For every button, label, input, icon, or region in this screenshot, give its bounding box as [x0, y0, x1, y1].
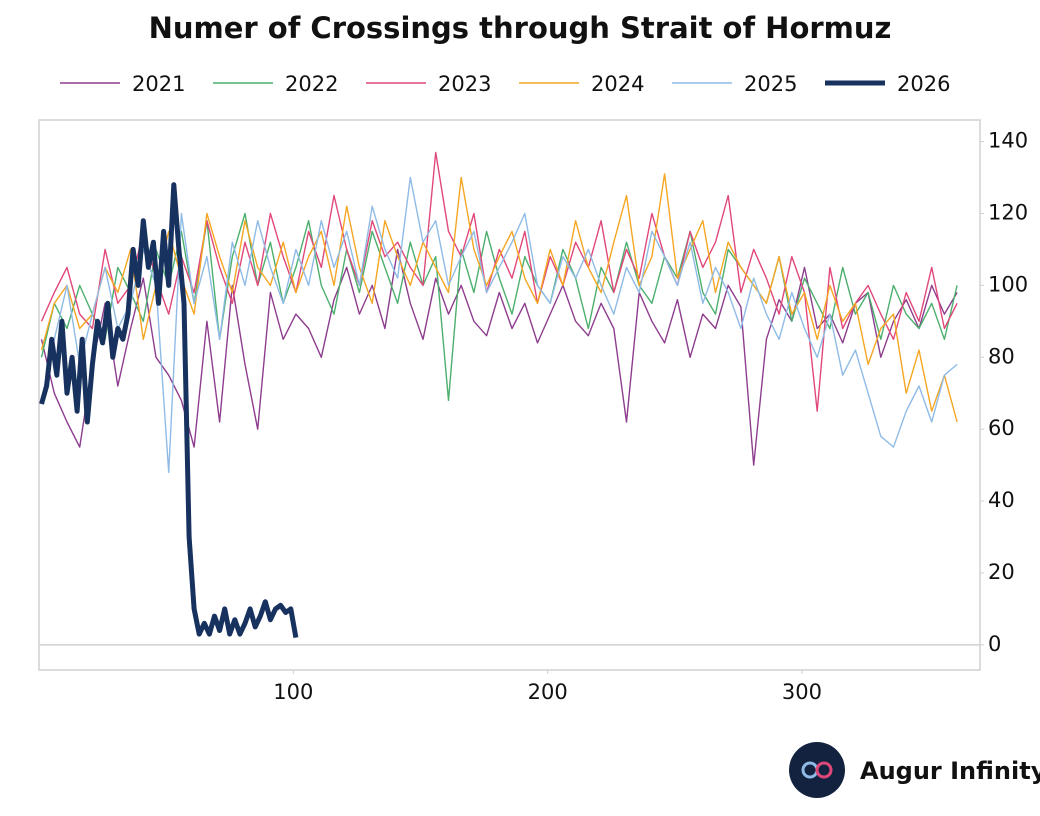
- x-tick-label: 100: [273, 680, 313, 704]
- legend-label: 2023: [438, 72, 491, 96]
- brand-name: Augur Infinity: [860, 757, 1040, 785]
- legend-label: 2024: [591, 72, 644, 96]
- y-tick-label: 80: [988, 344, 1015, 368]
- series-line: [39, 182, 299, 639]
- y-tick-label: 100: [988, 272, 1028, 296]
- chart-title: Numer of Crossings through Strait of Hor…: [149, 11, 892, 45]
- y-tick-label: 40: [988, 488, 1015, 512]
- legend-label: 2026: [897, 72, 950, 96]
- series-line: [40, 173, 958, 423]
- x-tick-label: 200: [528, 680, 568, 704]
- legend-label: 2022: [285, 72, 338, 96]
- brand-logo-ring: [815, 761, 833, 779]
- series-line: [40, 248, 958, 466]
- y-tick-label: 20: [988, 560, 1015, 584]
- legend-label: 2021: [132, 72, 185, 96]
- legend-label: 2025: [744, 72, 797, 96]
- x-tick-label: 300: [782, 680, 822, 704]
- y-tick-label: 60: [988, 416, 1015, 440]
- plot-frame: [38, 119, 981, 671]
- y-tick-label: 0: [988, 632, 1001, 656]
- series-line: [40, 176, 958, 473]
- y-tick-label: 120: [988, 200, 1028, 224]
- y-tick-label: 140: [988, 129, 1028, 153]
- series-line: [40, 151, 958, 412]
